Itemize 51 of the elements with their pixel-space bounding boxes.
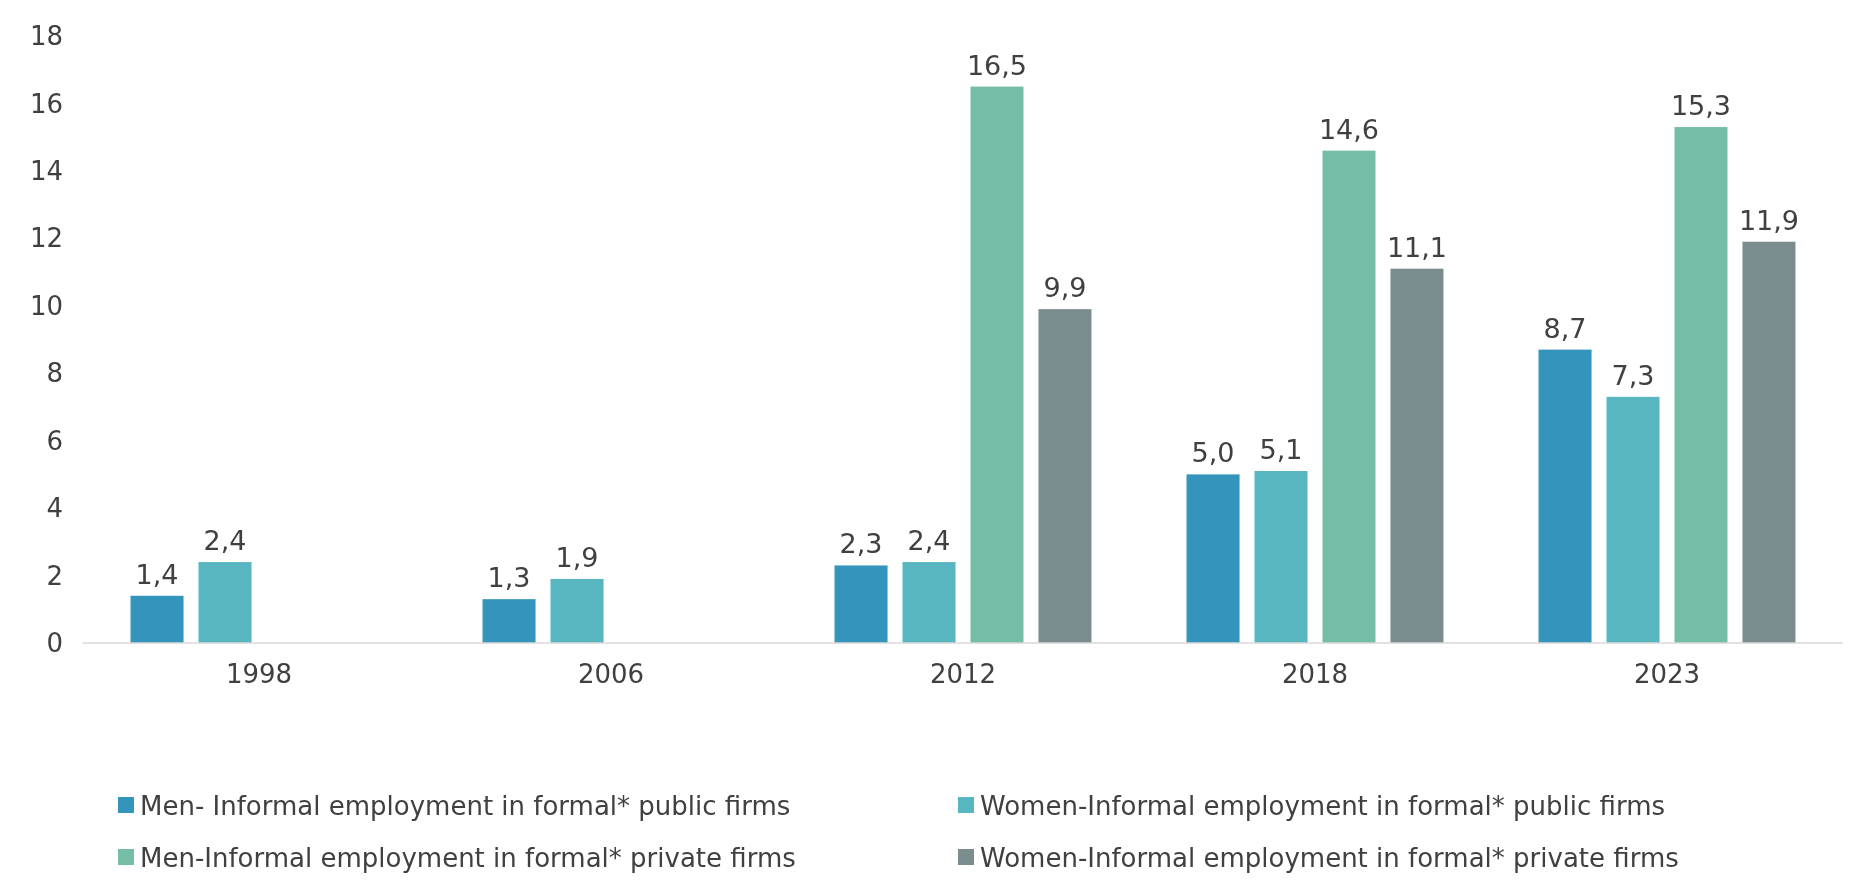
- legend-label: Men-Informal employment in formal* private firms: [140, 843, 796, 874]
- data-label: 1,4: [135, 558, 179, 590]
- bar: [1742, 241, 1796, 643]
- y-tick-label: 8: [46, 358, 63, 389]
- x-tick-label: 2012: [929, 659, 997, 689]
- bar: [834, 565, 888, 643]
- bar: [1186, 474, 1240, 643]
- bar: [550, 578, 604, 643]
- legend-label: Women-Informal employment in formal* private firms: [980, 843, 1679, 874]
- x-tick-label: 2006: [577, 659, 645, 689]
- bar: [1038, 309, 1092, 643]
- bar: [198, 562, 252, 643]
- x-tick-label: 1998: [225, 659, 293, 689]
- data-label: 15,3: [1670, 90, 1732, 122]
- data-label: 1,3: [487, 562, 531, 594]
- legend-label: Women-Informal employment in formal* public firms: [980, 791, 1666, 822]
- data-label: 1,9: [555, 541, 599, 573]
- x-tick-label: 2018: [1281, 659, 1349, 689]
- legend-label: Men- Informal employment in formal* public firms: [140, 791, 791, 822]
- data-label: 2,3: [839, 528, 883, 560]
- data-label: 14,6: [1318, 113, 1380, 145]
- data-label: 11,9: [1738, 204, 1800, 236]
- data-label: 7,3: [1611, 359, 1655, 391]
- data-label: 2,4: [203, 525, 247, 557]
- data-label: 5,0: [1191, 437, 1235, 469]
- y-tick-label: 10: [29, 290, 63, 321]
- bar: [1538, 349, 1592, 643]
- y-tick-label: 12: [29, 223, 63, 254]
- x-tick-label: 2023: [1633, 659, 1701, 689]
- data-label: 16,5: [966, 49, 1028, 81]
- bar: [1674, 127, 1728, 643]
- data-label: 8,7: [1543, 312, 1587, 344]
- y-tick-label: 14: [29, 155, 63, 186]
- bar: [1254, 471, 1308, 643]
- data-label: 2,4: [907, 525, 951, 557]
- data-label: 9,9: [1043, 272, 1087, 304]
- bar: [1322, 150, 1376, 643]
- y-tick-label: 0: [46, 628, 63, 659]
- bar: [482, 599, 536, 643]
- bar: [902, 562, 956, 643]
- bar: [1606, 396, 1660, 643]
- y-tick-label: 4: [46, 493, 63, 524]
- bar: [970, 86, 1024, 643]
- data-label: 11,1: [1386, 231, 1448, 263]
- y-tick-label: 2: [46, 560, 63, 591]
- bar: [1390, 268, 1444, 643]
- y-tick-label: 16: [29, 88, 63, 119]
- bar: [130, 595, 184, 643]
- y-tick-label: 6: [46, 425, 63, 456]
- y-tick-label: 18: [29, 21, 63, 52]
- data-label: 5,1: [1259, 434, 1303, 466]
